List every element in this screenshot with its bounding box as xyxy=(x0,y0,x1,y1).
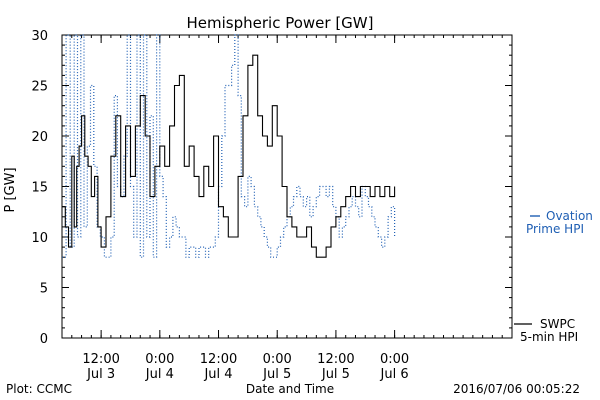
plot-timestamp: 2016/07/06 00:05:22 xyxy=(453,382,580,396)
series-group xyxy=(62,34,396,258)
x-tick-label-date: Jul 3 xyxy=(86,367,115,382)
x-tick-label-date: Jul 5 xyxy=(262,367,291,382)
y-tick-label: 30 xyxy=(31,29,48,44)
x-tick-label-date: Jul 4 xyxy=(145,367,174,382)
x-tick-label-time: 0:00 xyxy=(263,352,292,367)
legend-label-swpc: SWPC xyxy=(540,317,575,331)
y-tick-label: 0 xyxy=(40,332,48,347)
x-tick-label-date: Jul 4 xyxy=(203,367,232,382)
y-tick-label: 15 xyxy=(31,181,48,196)
x-axis-label: Date and Time xyxy=(246,382,334,396)
legend-label-swpc-line2: 5-min HPI xyxy=(520,330,578,344)
chart-title: Hemispheric Power [GW] xyxy=(187,14,374,32)
x-tick-label-time: 0:00 xyxy=(380,352,409,367)
y-tick-label: 25 xyxy=(31,80,48,95)
x-tick-label-time: 12:00 xyxy=(317,352,354,367)
y-tick-label: 10 xyxy=(31,231,48,246)
x-tick-label-time: 12:00 xyxy=(200,352,237,367)
x-tick-label-date: Jul 5 xyxy=(321,367,350,382)
legend-label-ovation-line2: Prime HPI xyxy=(526,222,584,236)
x-tick-label-date: Jul 6 xyxy=(380,367,409,382)
y-tick-label: 5 xyxy=(40,282,48,297)
x-tick-label-time: 0:00 xyxy=(145,352,174,367)
y-axis-label: P [GW] xyxy=(3,167,18,212)
y-tick-label: 20 xyxy=(31,130,48,145)
series-line-swpc-5-min-hpi xyxy=(62,54,396,258)
legend-label-ovation: Ovation xyxy=(546,209,593,223)
x-tick-label-time: 12:00 xyxy=(82,352,119,367)
plot-credit: Plot: CCMC xyxy=(6,382,72,396)
